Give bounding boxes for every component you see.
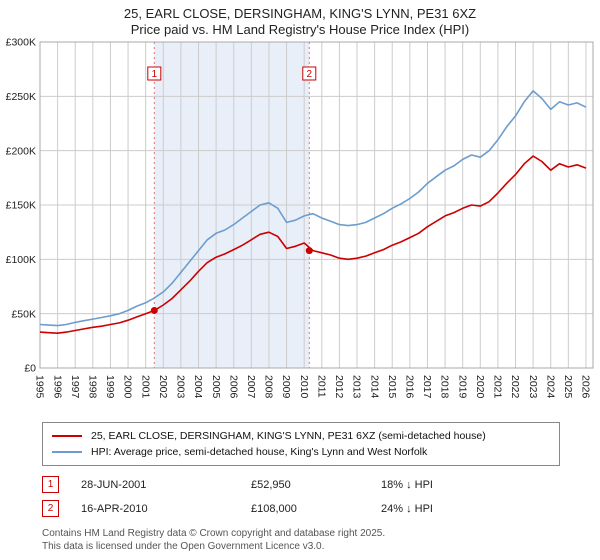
sale-2-hpi-diff: 24% ↓ HPI [381, 502, 433, 515]
sales-table: 1 28-JUN-2001 £52,950 18% ↓ HPI 2 16-APR… [42, 476, 600, 517]
x-tick-label: 2006 [227, 375, 239, 399]
x-tick-label: 2014 [368, 375, 380, 399]
x-tick-label: 2000 [122, 375, 134, 399]
sale-1-date: 28-JUN-2001 [81, 478, 147, 491]
x-tick-label: 2013 [351, 375, 363, 399]
x-tick-label: 2008 [263, 375, 275, 399]
sale-point [150, 306, 158, 314]
sale-marker-box [147, 66, 162, 81]
x-tick-label: 2004 [192, 375, 204, 399]
x-tick-label: 2010 [298, 375, 310, 399]
y-tick-label: £0 [24, 363, 36, 375]
sale-2-price: £108,000 [251, 502, 297, 515]
x-tick-label: 2015 [386, 375, 398, 399]
legend-entry-price-paid: 25, EARL CLOSE, DERSINGHAM, KING'S LYNN,… [52, 428, 550, 444]
footer-line-2: This data is licensed under the Open Gov… [42, 541, 325, 552]
sale-2-date: 16-APR-2010 [81, 502, 148, 515]
chart-titles: 25, EARL CLOSE, DERSINGHAM, KING'S LYNN,… [0, 0, 600, 38]
license-footer: Contains HM Land Registry data © Crown c… [42, 527, 600, 553]
x-tick-label: 2023 [527, 375, 539, 399]
sale-point [305, 247, 313, 255]
x-tick-label: 1996 [51, 375, 63, 399]
legend-label-price-paid: 25, EARL CLOSE, DERSINGHAM, KING'S LYNN,… [91, 430, 486, 442]
x-tick-label: 2017 [421, 375, 433, 399]
x-tick-label: 2012 [333, 375, 345, 399]
page-subtitle: Price paid vs. HM Land Registry's House … [130, 22, 470, 37]
y-tick-label: £300K [6, 38, 36, 49]
price-chart: 1 2 £0 £50K £100K £150K £200K £250K £300K 1995 199… [0, 38, 600, 418]
sale-1-number-badge: 1 [42, 476, 59, 493]
x-tick-label: 2025 [562, 375, 574, 399]
x-tick-label: 2024 [544, 375, 556, 399]
table-row: 2 16-APR-2010 £108,000 24% ↓ HPI [42, 500, 600, 517]
x-tick-label: 1995 [34, 375, 46, 399]
legend-label-hpi: HPI: Average price, semi-detached house,… [91, 446, 428, 458]
table-row: 1 28-JUN-2001 £52,950 18% ↓ HPI [42, 476, 600, 493]
price-paid-line [39, 155, 587, 335]
y-tick-label: £150K [6, 200, 36, 212]
x-tick-label: 1997 [69, 375, 81, 399]
sale-1-price: £52,950 [251, 478, 291, 491]
x-tick-label: 1998 [86, 375, 98, 399]
x-tick-label: 2011 [315, 375, 327, 398]
price-chart-svg: 1 2 £0 £50K £100K £150K £200K £250K £300K 1995 199… [6, 38, 594, 399]
footer-line-1: Contains HM Land Registry data © Crown c… [42, 528, 386, 539]
chart-legend: 25, EARL CLOSE, DERSINGHAM, KING'S LYNN,… [42, 422, 560, 466]
hpi-line [39, 90, 587, 327]
x-tick-label: 2019 [456, 375, 468, 399]
x-tick-label: 2003 [175, 375, 187, 399]
y-tick-label: £100K [6, 254, 36, 266]
price-paid-line-sample [52, 435, 82, 437]
x-tick-label: 2005 [210, 375, 222, 399]
legend-entry-hpi: HPI: Average price, semi-detached house,… [52, 444, 550, 460]
y-tick-label: £250K [6, 91, 36, 103]
x-tick-label: 2026 [580, 375, 592, 399]
x-tick-label: 2002 [157, 375, 169, 399]
x-tick-label: 2001 [139, 375, 151, 399]
sale-marker-box [302, 66, 317, 81]
sale-marker-number: 1 [152, 69, 158, 80]
x-tick-label: 2007 [245, 375, 257, 399]
y-tick-label: £50K [11, 308, 36, 320]
x-tick-label: 2018 [439, 375, 451, 399]
x-tick-label: 2016 [403, 375, 415, 399]
sale-marker-number: 2 [306, 69, 312, 80]
x-tick-label: 2009 [280, 375, 292, 399]
x-tick-label: 1999 [104, 375, 116, 399]
hpi-line-sample [52, 451, 82, 453]
x-tick-label: 2021 [492, 375, 504, 399]
sale-1-hpi-diff: 18% ↓ HPI [381, 478, 433, 491]
x-tick-label: 2022 [509, 375, 521, 399]
page-title: 25, EARL CLOSE, DERSINGHAM, KING'S LYNN,… [123, 6, 477, 21]
x-tick-label: 2020 [474, 375, 486, 399]
y-tick-label: £200K [6, 145, 36, 157]
plot-border [39, 41, 594, 369]
sale-2-number-badge: 2 [42, 500, 59, 517]
